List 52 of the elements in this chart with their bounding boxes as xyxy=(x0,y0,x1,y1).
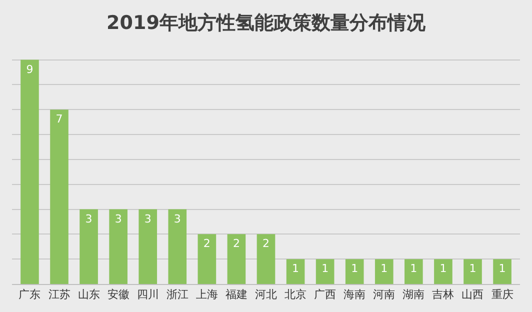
bar xyxy=(345,259,364,284)
data-label: 3 xyxy=(144,212,152,226)
data-label: 1 xyxy=(322,262,329,276)
data-label: 1 xyxy=(469,262,476,276)
data-label: 1 xyxy=(292,262,300,276)
bar xyxy=(198,234,216,284)
bar xyxy=(227,234,246,284)
x-tick-label: 安徽 xyxy=(107,288,130,302)
bar xyxy=(374,259,394,284)
data-label: 2 xyxy=(203,237,210,250)
x-tick-label: 河北 xyxy=(255,288,277,302)
x-tick-label: 四川 xyxy=(136,288,159,302)
bar xyxy=(80,209,98,284)
data-label: 2 xyxy=(232,237,240,250)
x-tick-label: 上海 xyxy=(196,288,218,302)
x-tick-label: 河南 xyxy=(373,288,396,302)
bar xyxy=(464,259,482,284)
x-tick-label: 重庆 xyxy=(491,288,514,302)
x-tick-label: 山西 xyxy=(462,288,484,302)
bar xyxy=(109,209,128,284)
bar xyxy=(493,259,512,284)
bar xyxy=(138,209,158,284)
x-tick-label: 湖南 xyxy=(402,288,425,302)
data-label: 3 xyxy=(114,212,122,226)
bar xyxy=(404,259,423,284)
data-label: 3 xyxy=(85,212,92,226)
bar xyxy=(434,259,452,284)
x-tick-label: 吉林 xyxy=(432,288,454,302)
x-tick-label: 山东 xyxy=(78,288,100,302)
bar xyxy=(256,234,276,284)
x-tick-label: 北京 xyxy=(284,288,307,302)
x-tick-label: 海南 xyxy=(344,288,366,302)
x-tick-label: 广西 xyxy=(314,288,336,302)
data-label: 1 xyxy=(498,262,506,276)
bar xyxy=(20,60,39,284)
chart-title: 2019年地方性氢能政策数量分布情况 xyxy=(106,12,426,34)
bar xyxy=(286,259,305,284)
bar xyxy=(50,110,68,284)
data-label: 1 xyxy=(351,262,358,276)
data-label: 2 xyxy=(262,237,270,250)
data-label: 1 xyxy=(380,262,388,276)
x-tick-label: 广东 xyxy=(18,288,41,302)
x-tick-label: 福建 xyxy=(225,288,248,302)
data-label: 9 xyxy=(26,62,34,76)
data-label: 1 xyxy=(410,262,418,276)
bar xyxy=(316,259,334,284)
data-label: 7 xyxy=(56,112,63,126)
bar xyxy=(168,209,187,284)
data-label: 1 xyxy=(440,262,447,276)
x-tick-label: 江苏 xyxy=(48,288,70,302)
x-tick-label: 浙江 xyxy=(166,288,188,302)
data-label: 3 xyxy=(174,212,181,226)
